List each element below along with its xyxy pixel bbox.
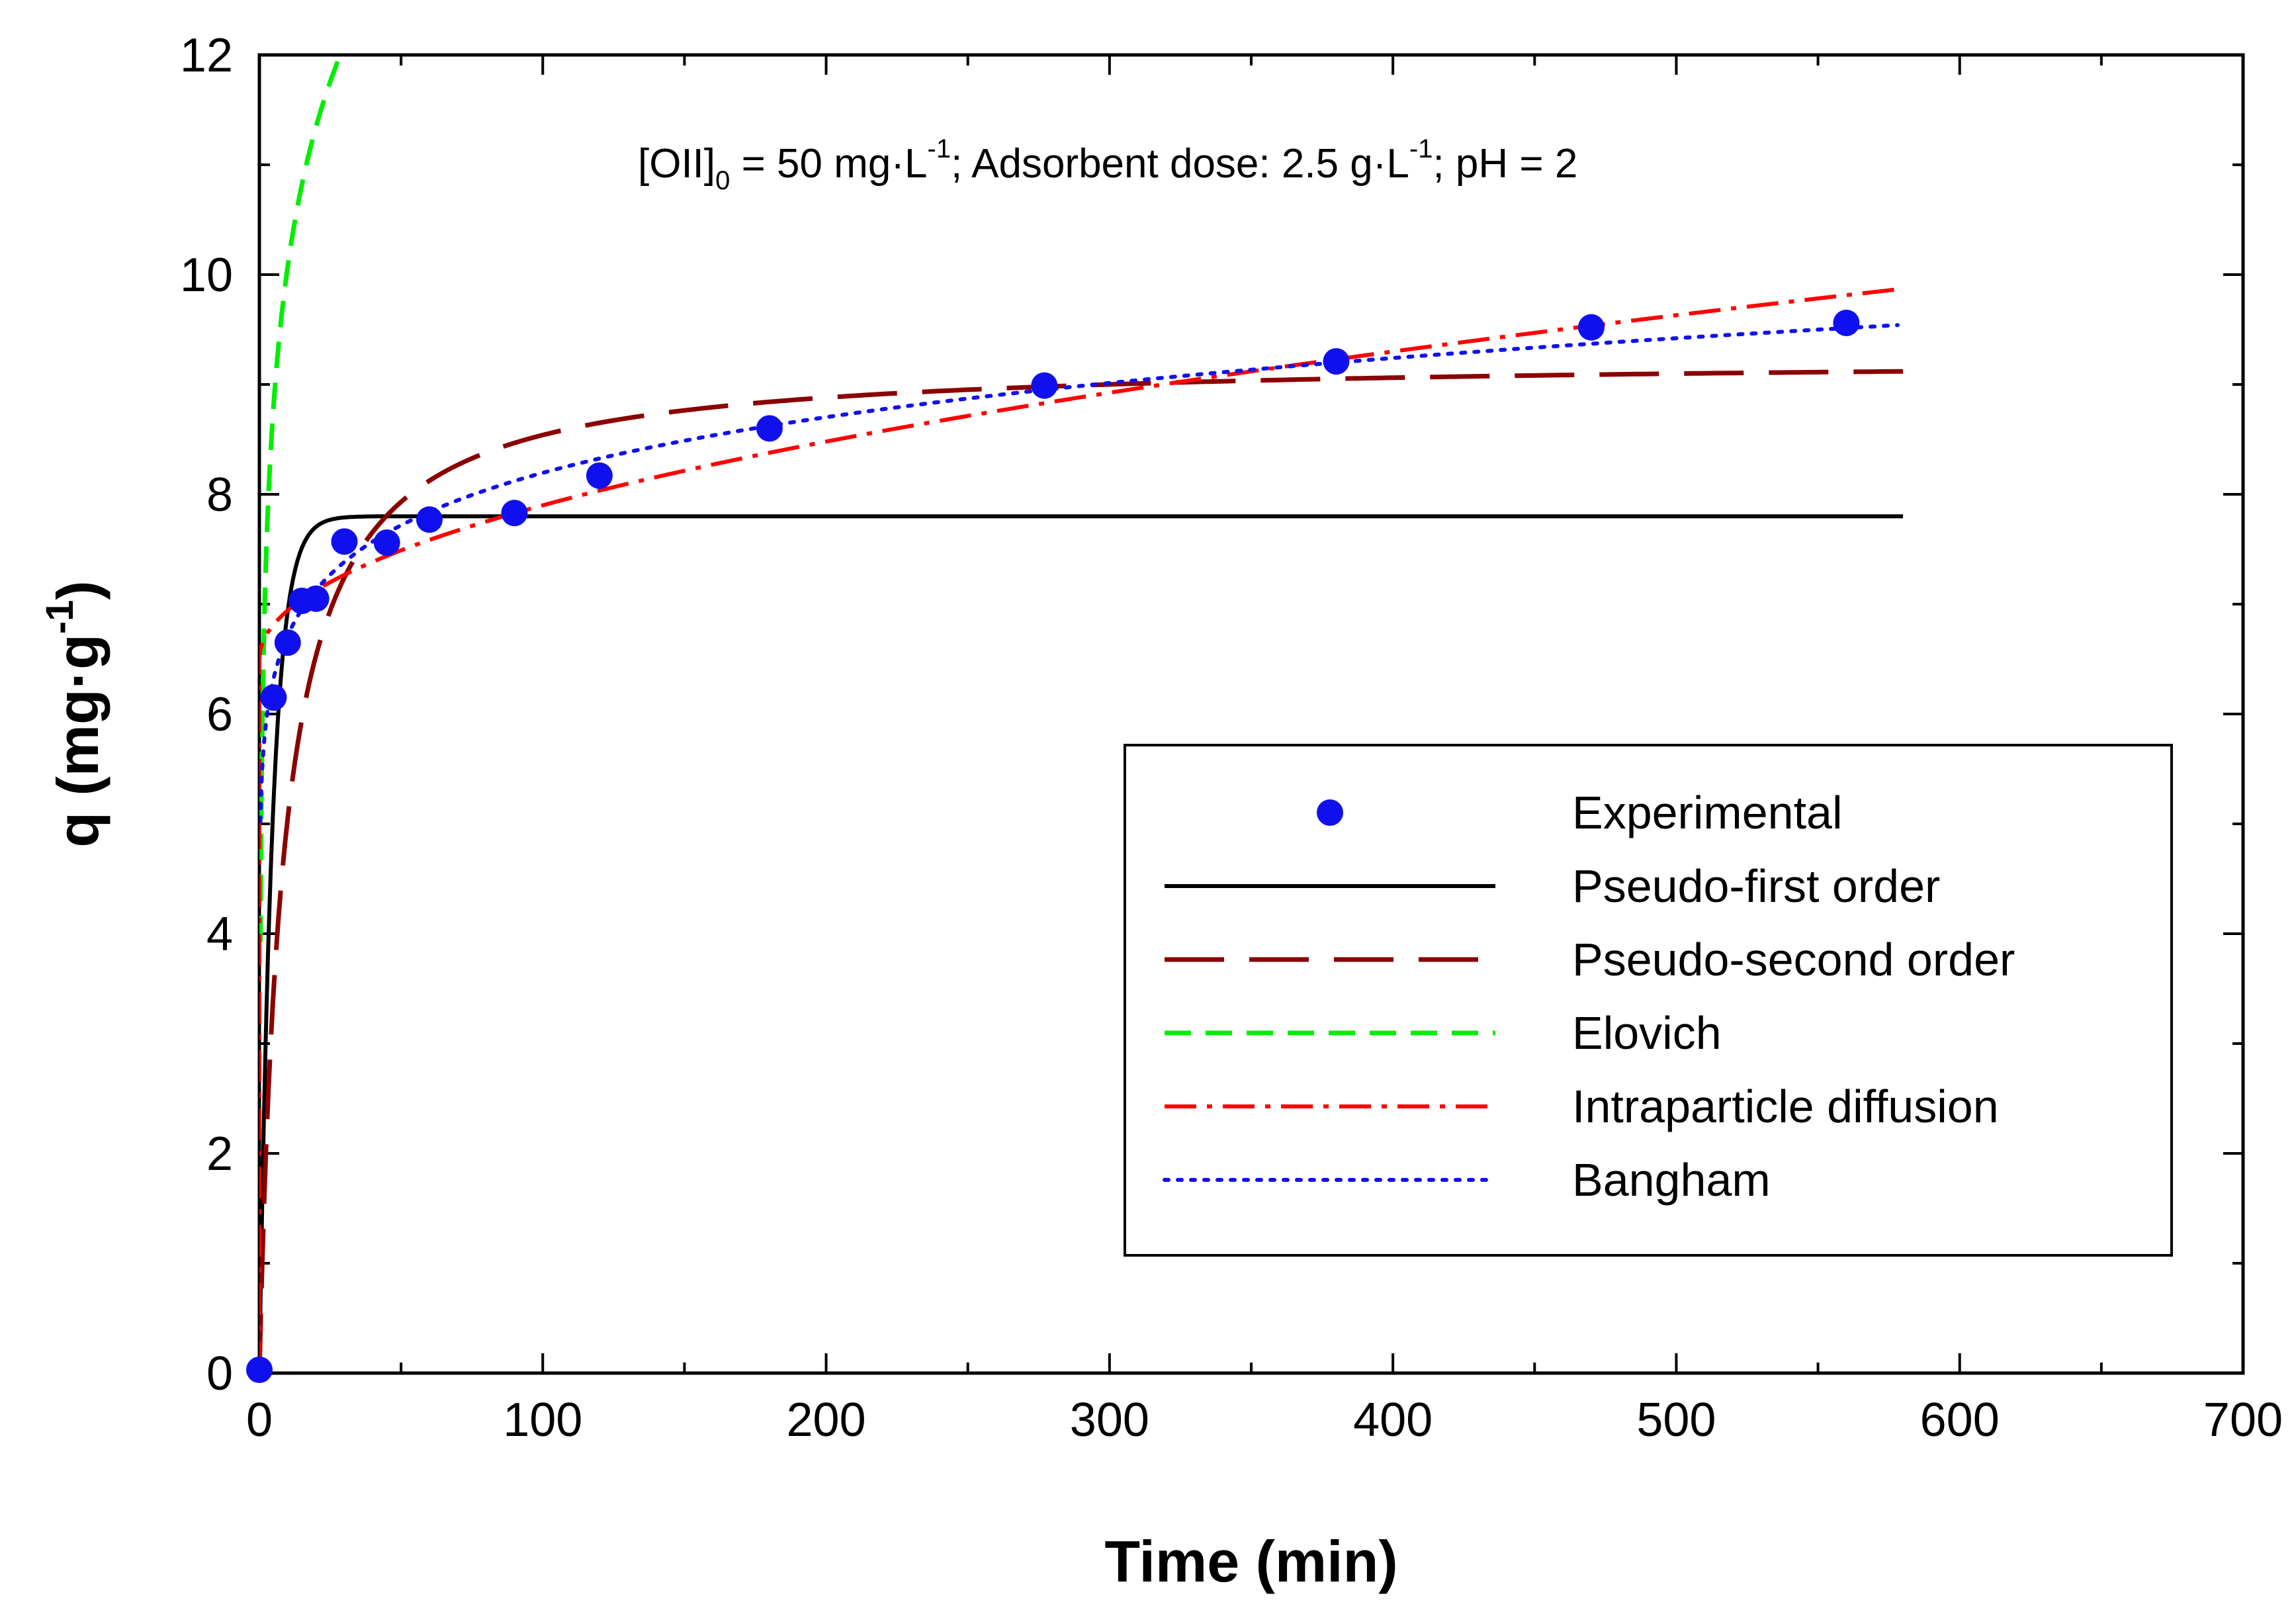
y-axis-ticks: 0 2 4 6 8 10 12 xyxy=(180,29,2243,1400)
data-point xyxy=(373,529,400,557)
data-point xyxy=(416,506,443,533)
legend-label-intraparticle-diffusion: Intraparticle diffusion xyxy=(1572,1081,1999,1132)
data-point xyxy=(1323,348,1350,375)
data-point xyxy=(302,585,330,612)
legend-box xyxy=(1124,744,2173,1257)
x-axis-ticks: 0 100 200 300 400 500 600 700 xyxy=(246,55,2283,1447)
x-tick-label-200: 200 xyxy=(787,1394,866,1447)
experimental-points xyxy=(246,310,1860,1384)
x-tick-label-700: 700 xyxy=(2203,1394,2283,1447)
y-tick-label-12: 12 xyxy=(180,29,233,82)
curve-bangham xyxy=(259,323,1900,824)
y-tick-label-8: 8 xyxy=(206,469,233,521)
legend-label-pseudo-first-order: Pseudo-first order xyxy=(1572,860,1940,912)
y-tick-label-4: 4 xyxy=(206,908,233,961)
legend: Experimental Pseudo-first order Pseudo-sec… xyxy=(1124,744,2173,1257)
data-point xyxy=(586,462,613,489)
legend-items: Experimental Pseudo-first order Pseudo-sec… xyxy=(1163,787,2015,1206)
data-point xyxy=(1833,310,1860,337)
data-point xyxy=(1031,372,1058,399)
legend-label-elovich: Elovich xyxy=(1572,1007,1722,1059)
curve-pseudo-first-order xyxy=(259,514,1904,1373)
x-tick-label-300: 300 xyxy=(1070,1394,1149,1447)
y-tick-label-2: 2 xyxy=(206,1128,233,1181)
data-point xyxy=(1577,314,1605,341)
legend-marker-experimental xyxy=(1317,799,1343,826)
y-tick-label-6: 6 xyxy=(206,688,233,741)
curve-elovich xyxy=(259,55,343,942)
data-point xyxy=(260,684,287,711)
y-axis-title: q (mg·g-1) xyxy=(38,580,110,847)
x-tick-label-400: 400 xyxy=(1353,1394,1433,1447)
y-tick-label-10: 10 xyxy=(180,249,233,302)
x-tick-label-100: 100 xyxy=(503,1394,582,1447)
legend-label-pseudo-second-order: Pseudo-second order xyxy=(1572,934,2015,985)
data-point xyxy=(274,629,301,656)
data-point xyxy=(246,1357,273,1384)
curve-pseudo-second-order xyxy=(259,369,1904,1373)
y-tick-label-0: 0 xyxy=(206,1347,233,1400)
x-tick-label-500: 500 xyxy=(1636,1394,1716,1447)
x-tick-label-600: 600 xyxy=(1920,1394,2000,1447)
model-curves xyxy=(259,55,1904,1373)
condition-annotation: [OII]0 = 50 mg·L-1; Adsorbent dose: 2.5 … xyxy=(638,134,1577,195)
curve-intraparticle-diffusion xyxy=(259,287,1904,1373)
x-axis-title: Time (min) xyxy=(1104,1529,1397,1594)
data-point xyxy=(756,415,783,442)
data-point xyxy=(501,500,528,527)
legend-label-experimental: Experimental xyxy=(1572,787,1843,838)
x-tick-label-0: 0 xyxy=(246,1394,273,1447)
data-point xyxy=(331,528,358,555)
legend-label-bangham: Bangham xyxy=(1572,1154,1771,1206)
